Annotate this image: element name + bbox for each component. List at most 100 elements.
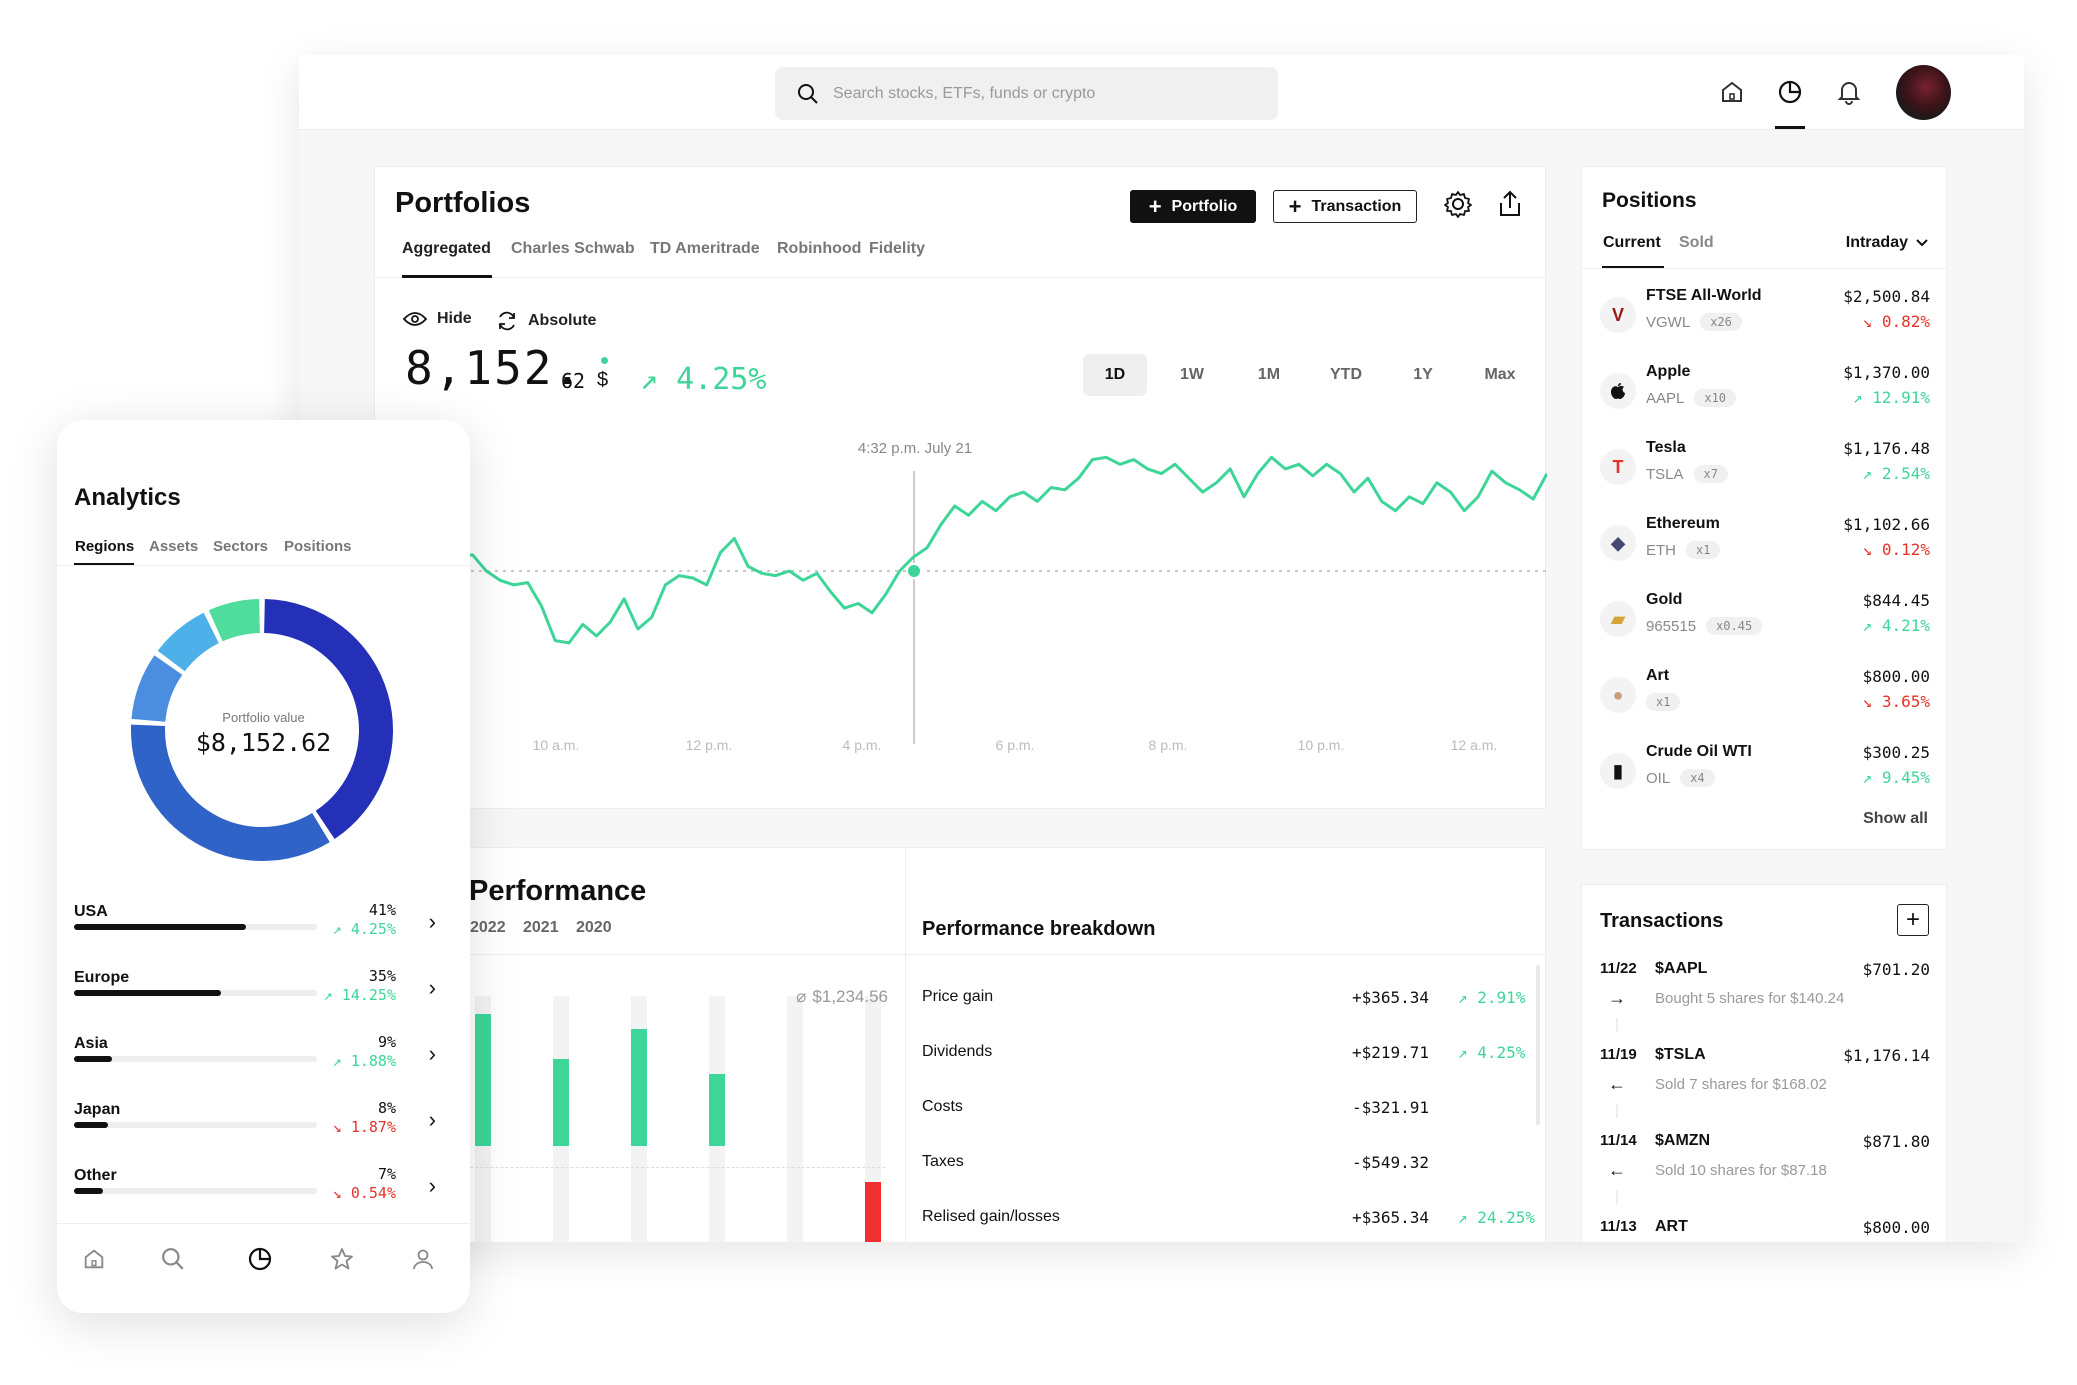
breakdown-amount: -$549.32 xyxy=(1352,1153,1430,1172)
bell-icon[interactable] xyxy=(1834,77,1864,107)
transaction-row[interactable]: 11/22 $AAPL $701.20 Bought 5 shares for $14… xyxy=(1600,960,1930,1040)
region-row[interactable]: Japan 8% ↘ 1.87% › xyxy=(74,1099,454,1149)
range-1m[interactable]: 1M xyxy=(1257,366,1281,383)
arrow-right-icon: → xyxy=(1608,988,1626,1008)
analytics-tab-positions[interactable]: Positions xyxy=(284,538,352,555)
performance-bar-negative[interactable] xyxy=(865,1182,881,1242)
analytics-tab-sectors[interactable]: Sectors xyxy=(213,538,269,555)
position-name: Crude Oil WTI xyxy=(1646,743,1752,760)
position-quantity: x26 xyxy=(1700,313,1742,331)
tab-td-ameritrade[interactable]: TD Ameritrade xyxy=(650,240,760,257)
position-value: $2,500.84 xyxy=(1843,287,1930,306)
portfolio-line-chart[interactable]: 4:32 p.m. July 21 10 a.m. 12 p.m. 4 p.m. 6 … xyxy=(375,427,1547,810)
range-1d[interactable]: 1D xyxy=(1083,354,1147,396)
region-percentage: 41% xyxy=(368,901,396,919)
performance-tab-divider xyxy=(375,954,905,955)
absolute-label: Absolute xyxy=(528,312,597,329)
position-row[interactable]: Apple AAPL x10 $1,370.00 ↗ 12.91% xyxy=(1600,363,1930,423)
positions-tab-sold[interactable]: Sold xyxy=(1679,234,1714,251)
position-row[interactable]: T Tesla TSLA x7 $1,176.48 ↗ 2.54% xyxy=(1600,439,1930,499)
range-ytd[interactable]: YTD xyxy=(1330,366,1362,383)
performance-year-tab[interactable]: 2022 xyxy=(470,919,506,936)
range-1y[interactable]: 1Y xyxy=(1413,366,1433,383)
donut-segment[interactable] xyxy=(131,655,183,723)
performance-bar[interactable] xyxy=(631,1029,647,1146)
add-portfolio-button[interactable]: + Portfolio xyxy=(1130,190,1256,223)
search-input[interactable] xyxy=(833,84,1253,103)
breakdown-change: ↗ 24.25% xyxy=(1458,1208,1536,1227)
transaction-row[interactable]: 11/13 ART $800.00 xyxy=(1600,1218,1930,1242)
position-ticker: VGWL xyxy=(1646,313,1691,331)
perf-baseline xyxy=(375,1167,885,1168)
breakdown-row: Costs -$321.91 xyxy=(922,1098,1542,1128)
add-transaction-icon-button[interactable]: + xyxy=(1897,904,1929,936)
hide-toggle[interactable]: Hide xyxy=(403,310,472,328)
avatar[interactable] xyxy=(1896,65,1951,120)
home-icon[interactable] xyxy=(1717,77,1747,107)
search-bar[interactable] xyxy=(775,67,1278,120)
portfolio-change-value: 4.25% xyxy=(676,362,767,397)
tab-fidelity[interactable]: Fidelity xyxy=(869,240,926,257)
donut-segment[interactable] xyxy=(157,612,220,672)
position-row[interactable]: ◆ Ethereum ETH x1 $1,102.66 ↘ 0.12% xyxy=(1600,515,1930,575)
tab-charles-schwab[interactable]: Charles Schwab xyxy=(511,240,635,257)
star-icon[interactable] xyxy=(327,1244,357,1274)
performance-year-tab[interactable]: 2021 xyxy=(523,919,559,936)
user-icon[interactable] xyxy=(408,1244,438,1274)
performance-bar[interactable] xyxy=(553,1059,569,1146)
region-percentage: 35% xyxy=(368,967,396,985)
gear-icon[interactable] xyxy=(1443,189,1473,224)
position-name: Apple xyxy=(1646,363,1691,380)
tab-robinhood[interactable]: Robinhood xyxy=(777,240,862,257)
region-bar-track xyxy=(74,1188,317,1194)
pie-chart-icon[interactable] xyxy=(1775,77,1805,107)
breakdown-scrollbar[interactable] xyxy=(1536,965,1540,1125)
add-transaction-button[interactable]: + Transaction xyxy=(1273,190,1417,223)
position-row[interactable]: V FTSE All-World VGWL x26 $2,500.84 ↘ 0.82% xyxy=(1600,287,1930,347)
position-name: FTSE All-World xyxy=(1646,287,1762,304)
position-ticker: 965515 xyxy=(1646,617,1697,635)
performance-bar[interactable] xyxy=(475,1014,491,1146)
performance-bar[interactable] xyxy=(709,1074,725,1146)
position-name: Tesla xyxy=(1646,439,1686,456)
absolute-toggle[interactable]: Absolute xyxy=(496,310,596,332)
analytics-tab-regions[interactable]: Regions xyxy=(75,538,135,555)
region-row[interactable]: Asia 9% ↗ 1.88% › xyxy=(74,1033,454,1083)
search-icon[interactable] xyxy=(158,1244,188,1274)
portfolios-card: Portfolios + Portfolio + Transaction Agg… xyxy=(374,166,1547,810)
position-ticker-row: VGWL x26 xyxy=(1646,313,1742,331)
position-row[interactable]: ▰ Gold 965515 x0.45 $844.45 ↗ 4.21% xyxy=(1600,591,1930,651)
transaction-row[interactable]: 11/19 $TSLA $1,176.14 Sold 7 shares for $16… xyxy=(1600,1046,1930,1126)
position-ticker-row: ETH x1 xyxy=(1646,541,1721,559)
home-icon[interactable] xyxy=(79,1244,109,1274)
tab-aggregated[interactable]: Aggregated xyxy=(402,240,491,257)
position-change: ↘ 0.82% xyxy=(1862,312,1930,331)
donut-segment[interactable] xyxy=(263,599,393,840)
region-row[interactable]: Europe 35% ↗ 14.25% › xyxy=(74,967,454,1017)
range-max[interactable]: Max xyxy=(1484,366,1516,383)
transaction-row[interactable]: 11/14 $AMZN $871.80 Sold 10 shares for $87.… xyxy=(1600,1132,1930,1212)
position-value: $1,370.00 xyxy=(1843,363,1930,382)
active-tab-indicator xyxy=(402,275,492,278)
intraday-dropdown[interactable]: Intraday xyxy=(1846,234,1928,252)
position-row[interactable]: ▮ Crude Oil WTI OIL x4 $300.25 ↗ 9.45% xyxy=(1600,743,1930,803)
range-1w[interactable]: 1W xyxy=(1180,366,1204,383)
average-icon: ⌀ xyxy=(796,987,807,1006)
analytics-tab-assets[interactable]: Assets xyxy=(149,538,199,555)
positions-title: Positions xyxy=(1602,189,1697,212)
position-row[interactable]: ● Art x1 $800.00 ↘ 3.65% xyxy=(1600,667,1930,727)
donut-segment[interactable] xyxy=(131,724,330,861)
donut-segment[interactable] xyxy=(208,599,261,642)
region-row[interactable]: Other 7% ↘ 0.54% › xyxy=(74,1165,454,1215)
region-donut-chart[interactable] xyxy=(127,595,397,865)
positions-tab-current[interactable]: Current xyxy=(1603,234,1661,251)
performance-year-tab[interactable]: 2020 xyxy=(576,919,612,936)
position-quantity: x0.45 xyxy=(1706,617,1763,635)
share-icon[interactable] xyxy=(1496,189,1524,224)
chart-marker[interactable] xyxy=(906,563,922,579)
pie-chart-icon[interactable] xyxy=(245,1244,275,1274)
chart-series-line xyxy=(443,455,1547,645)
show-all-link[interactable]: Show all xyxy=(1863,810,1928,827)
region-row[interactable]: USA 41% ↗ 4.25% › xyxy=(74,901,454,951)
asset-logo-icon: ▮ xyxy=(1600,753,1636,789)
